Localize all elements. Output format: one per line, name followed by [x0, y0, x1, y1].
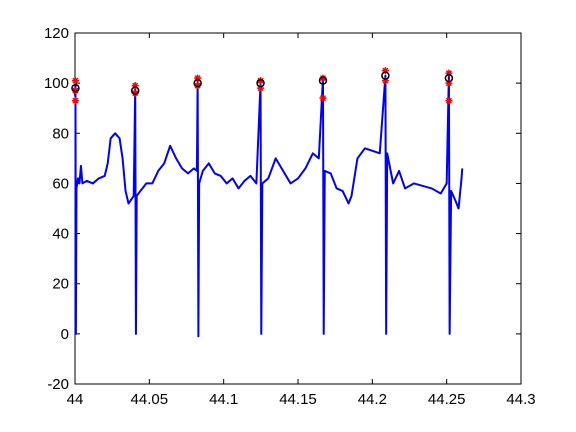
star-marker: [71, 97, 79, 105]
y-tick-label: 0: [61, 326, 69, 343]
y-tick-label: -20: [47, 376, 69, 393]
y-tick-label: 120: [44, 25, 69, 42]
star-marker: [71, 87, 79, 95]
x-tick-label: 44.25: [428, 391, 466, 408]
star-marker: [319, 94, 327, 102]
star-marker: [445, 97, 453, 105]
x-tick-label: 44.05: [131, 391, 169, 408]
y-tick-label: 60: [52, 175, 69, 192]
x-tick-label: 44.3: [506, 391, 535, 408]
star-marker: [71, 77, 79, 85]
star-marker: [381, 77, 389, 85]
star-marker: [445, 79, 453, 87]
star-marker: [131, 82, 139, 90]
star-marker: [194, 82, 202, 90]
star-marker: [319, 74, 327, 82]
star-marker: [194, 74, 202, 82]
peak-marker: [130, 86, 140, 95]
x-tick-label: 44.15: [279, 391, 317, 408]
peak-marker: [256, 78, 265, 88]
signal-line: [74, 72, 464, 338]
peak-marker: [71, 83, 80, 93]
axes-box: [74, 32, 522, 385]
peak-marker: [318, 76, 328, 85]
star-marker: [445, 69, 453, 77]
star-marker: [381, 67, 389, 75]
peak-marker: [444, 73, 454, 83]
peak-marker: [193, 78, 202, 88]
x-tick-label: 44: [67, 391, 84, 408]
peak-marker: [381, 71, 390, 80]
star-marker: [257, 84, 265, 92]
y-tick-label: 40: [52, 226, 69, 243]
star-marker: [131, 89, 139, 97]
x-tick-label: 44.2: [358, 391, 387, 408]
star-marker: [257, 77, 265, 85]
y-tick-label: 80: [52, 125, 69, 142]
y-tick-label: 100: [44, 75, 69, 92]
y-tick-label: 20: [52, 276, 69, 293]
x-tick-label: 44.1: [209, 391, 238, 408]
